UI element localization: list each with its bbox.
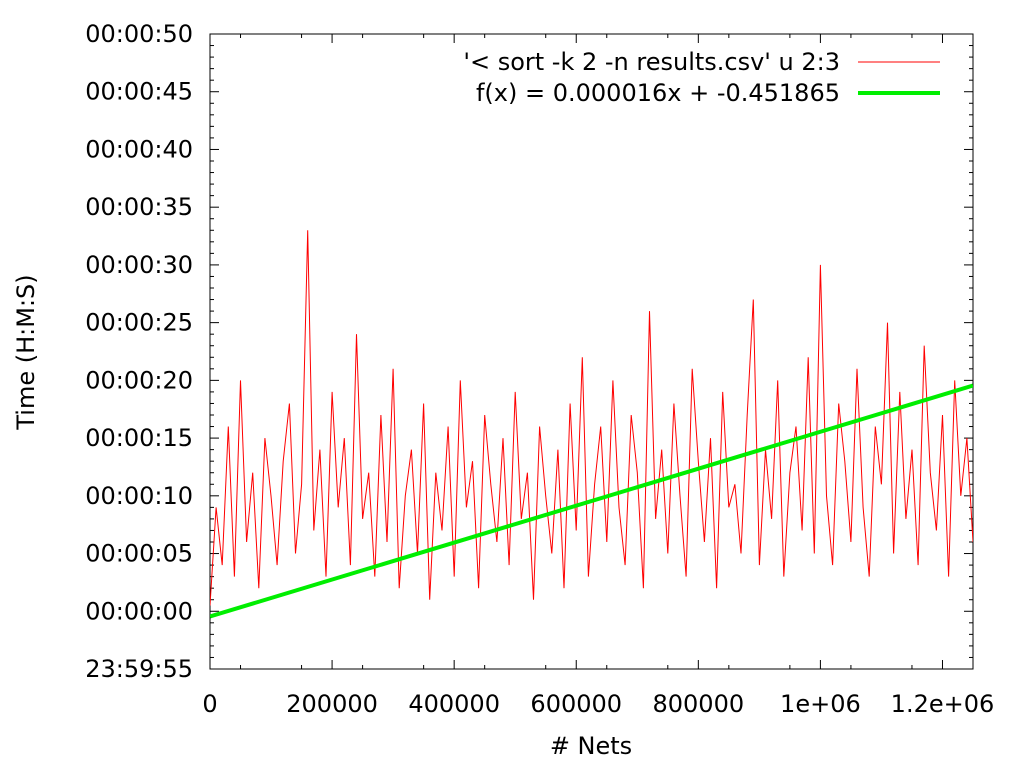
- series-line-fit: [210, 383, 973, 619]
- x-tick-label: 200000: [286, 690, 378, 718]
- legend: '< sort -k 2 -n results.csv' u 2:3 f(x) …: [463, 48, 940, 107]
- y-axis-label: Time (H:M:S): [12, 274, 40, 430]
- x-tick-label: 1.2e+06: [891, 690, 995, 718]
- y-tick-label: 23:59:55: [85, 655, 193, 683]
- x-tick-label: 0: [202, 690, 217, 718]
- series-layer: [210, 230, 973, 619]
- x-tick-label: 400000: [408, 690, 500, 718]
- y-tick-label: 00:00:50: [85, 20, 193, 48]
- y-tick-label: 00:00:35: [85, 193, 193, 221]
- y-tick-label: 00:00:45: [85, 78, 193, 106]
- y-tick-label: 00:00:05: [85, 540, 193, 568]
- x-tick-label: 1e+06: [780, 690, 861, 718]
- series-line-results: [210, 230, 973, 606]
- y-tick-label: 00:00:25: [85, 309, 193, 337]
- y-tick-label: 00:00:30: [85, 251, 193, 279]
- y-tick-label: 00:00:00: [85, 597, 193, 625]
- y-tick-label: 00:00:15: [85, 424, 193, 452]
- y-tick-label: 00:00:40: [85, 135, 193, 163]
- x-tick-label: 600000: [530, 690, 622, 718]
- x-tick-labels: 0 200000 400000 600000 800000 1e+06 1.2e+06: [202, 690, 994, 718]
- legend-label-fit: f(x) = 0.000016x + -0.451865: [476, 79, 840, 107]
- y-tick-labels: 23:59:55 00:00:00 00:00:05 00:00:10 00:00:15…: [85, 20, 193, 683]
- y-tick-label: 00:00:10: [85, 482, 193, 510]
- tick-marks: [209, 33, 973, 670]
- legend-label-data: '< sort -k 2 -n results.csv' u 2:3: [463, 48, 840, 76]
- y-tick-label: 00:00:20: [85, 366, 193, 394]
- plot-frame: [209, 33, 974, 670]
- x-axis-label: # Nets: [550, 732, 632, 760]
- x-tick-label: 800000: [653, 690, 745, 718]
